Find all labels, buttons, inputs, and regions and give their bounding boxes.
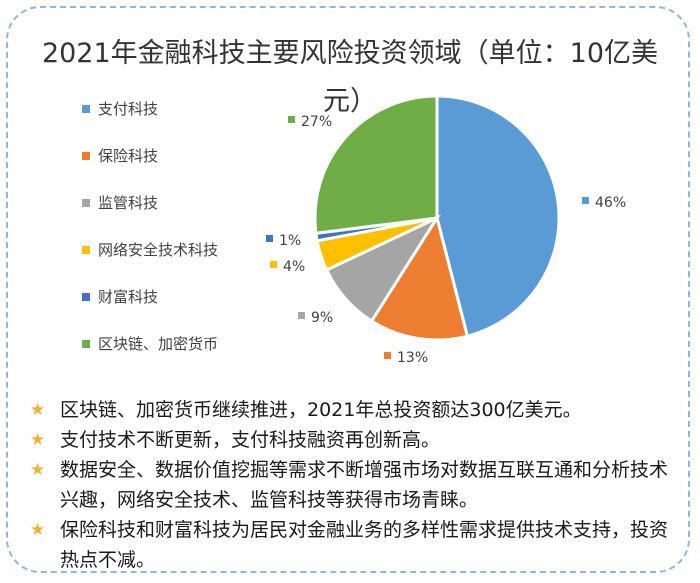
legend-swatch <box>82 199 90 207</box>
legend-label: 区块链、加密货币 <box>98 335 219 353</box>
data-label-swatch <box>270 261 277 268</box>
star-icon: ★ <box>30 520 46 540</box>
data-label-text: 1% <box>279 233 301 249</box>
legend-label: 保险科技 <box>98 147 159 165</box>
chart-title: 2021年金融科技主要风险投资领域（单位：10亿美元） <box>41 38 659 117</box>
legend-label: 支付科技 <box>98 100 159 118</box>
data-label-text: 46% <box>595 195 626 211</box>
star-icon: ★ <box>30 400 46 420</box>
pie-slice <box>369 214 470 342</box>
star-icon: ★ <box>30 460 46 480</box>
legend-label: 财富科技 <box>98 288 159 306</box>
star-icon: ★ <box>30 430 46 450</box>
chart-card <box>6 6 690 573</box>
data-label-text: 9% <box>311 310 333 326</box>
data-label-text: 27% <box>301 114 332 130</box>
note-text: 区块链、加密货币继续推进，2021年总投资额达300亿美元。 <box>60 399 582 421</box>
note-item: ★ 支付技术不断更新，支付科技融资再创新高。 <box>30 425 685 455</box>
legend-swatch <box>82 340 90 348</box>
note-text: 支付技术不断更新，支付科技融资再创新高。 <box>60 429 441 451</box>
data-label: 46% <box>582 195 626 211</box>
note-item: ★ 区块链、加密货币继续推进，2021年总投资额达300亿美元。 <box>30 395 685 425</box>
data-label-swatch <box>384 352 391 359</box>
legend-label: 网络安全技术科技 <box>98 241 219 259</box>
data-label: 27% <box>288 114 332 130</box>
notes-list: ★ 区块链、加密货币继续推进，2021年总投资额达300亿美元。 ★ 支付技术不… <box>30 395 685 575</box>
note-text: 数据安全、数据价值挖掘等需求不断增强市场对数据互联互通和分析技术兴趣，网络安全技… <box>60 459 669 511</box>
data-label-swatch <box>288 116 295 123</box>
note-item: ★ 数据安全、数据价值挖掘等需求不断增强市场对数据互联互通和分析技术兴趣，网络安… <box>30 455 685 515</box>
legend-swatch <box>82 105 90 113</box>
pie-slice <box>435 94 561 338</box>
note-item: ★ 保险科技和财富科技为居民对金融业务的多样性需求提供技术支持，投资热点不减。 <box>30 515 685 575</box>
legend-swatch <box>82 152 90 160</box>
data-label-swatch <box>298 312 305 319</box>
data-label: 4% <box>270 259 305 275</box>
pie-slice <box>313 94 439 235</box>
legend-swatch <box>82 246 90 254</box>
data-label-text: 13% <box>397 350 428 366</box>
data-label-swatch <box>582 197 589 204</box>
data-label: 1% <box>266 233 301 249</box>
data-label-swatch <box>266 235 273 242</box>
data-label: 9% <box>298 310 333 326</box>
data-label-text: 4% <box>283 259 305 275</box>
legend-label: 监管科技 <box>98 194 159 212</box>
legend-swatch <box>82 293 90 301</box>
note-text: 保险科技和财富科技为居民对金融业务的多样性需求提供技术支持，投资热点不减。 <box>60 519 669 571</box>
data-label: 13% <box>384 350 428 366</box>
